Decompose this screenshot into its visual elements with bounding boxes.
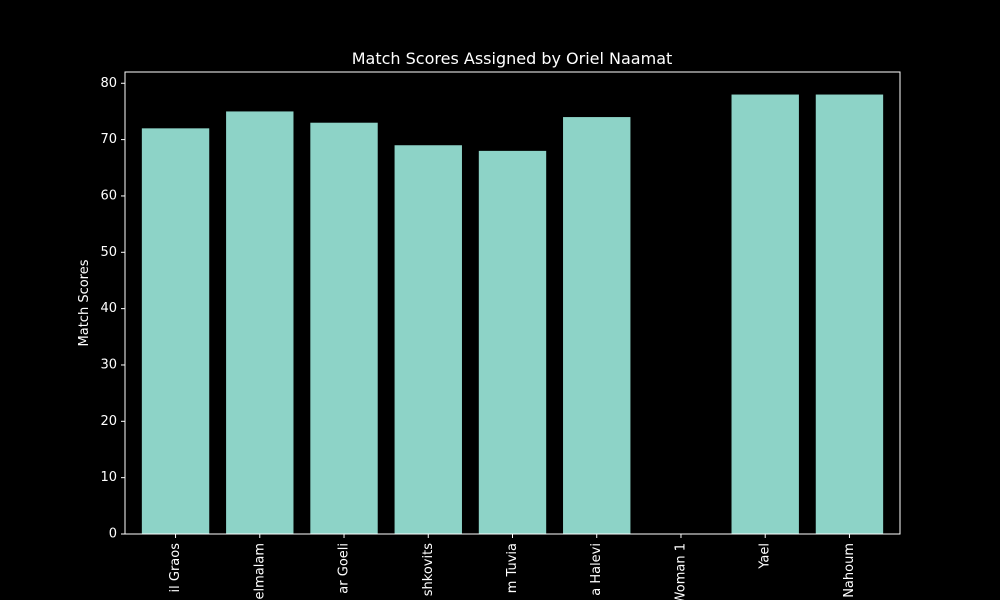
x-tick-label: il Graos	[168, 543, 183, 593]
bar	[731, 94, 799, 534]
x-tick-label: Yael	[758, 543, 773, 570]
plot-frame	[124, 71, 901, 535]
x-tick-label: elmalam	[252, 543, 267, 599]
x-tick-label: ar Goeli	[337, 543, 352, 594]
y-axis-label: Match Scores	[77, 259, 92, 346]
chart-title: Match Scores Assigned by Oriel Naamat	[352, 49, 673, 68]
y-tick-label: 80	[100, 76, 117, 91]
y-tick-label: 20	[100, 414, 117, 429]
y-axis: 0 10 20 30 40 50 60 70 80	[100, 76, 125, 542]
x-tick-label: a Halevi	[589, 543, 604, 596]
x-tick-label: shkovits	[421, 543, 436, 596]
bar	[310, 122, 378, 535]
bar	[226, 111, 294, 534]
y-tick-label: 60	[100, 188, 117, 203]
bar	[563, 117, 631, 534]
y-tick-label: 50	[100, 245, 117, 260]
y-tick-label: 40	[100, 301, 117, 316]
x-axis: il Graos elmalam ar Goeli shkovits m Tuvia a …	[168, 534, 857, 600]
y-tick-label: 10	[100, 470, 117, 485]
bar	[478, 150, 547, 534]
x-tick-label: Nahoum	[842, 543, 857, 598]
x-tick-label: Woman 1	[673, 543, 688, 600]
y-tick-label: 70	[100, 132, 117, 147]
bar	[141, 128, 210, 534]
x-tick-label: m Tuvia	[505, 543, 520, 593]
y-tick-label: 30	[100, 357, 117, 372]
bars-group	[141, 94, 884, 535]
y-tick-label: 0	[109, 527, 117, 542]
bar	[815, 94, 884, 534]
bar	[394, 145, 462, 535]
